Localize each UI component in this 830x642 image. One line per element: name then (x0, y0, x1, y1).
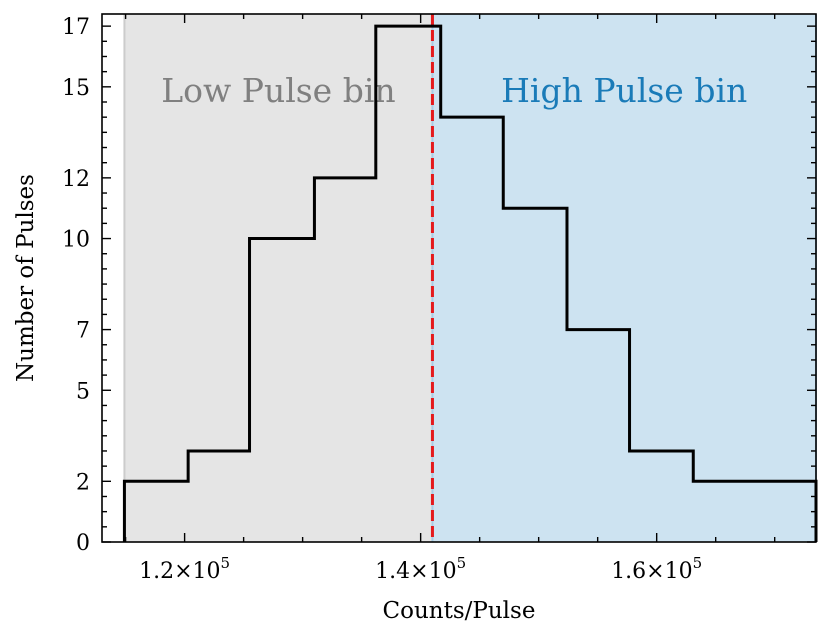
region-label-high: High Pulse bin (501, 71, 747, 110)
region-labels-layer: Low Pulse bin High Pulse bin (161, 71, 747, 110)
region-low-shade (124, 14, 433, 542)
y-tick-label: 17 (62, 15, 90, 40)
y-tick-label: 12 (62, 167, 90, 192)
x-tick-label: 1.2×105 (139, 554, 230, 584)
x-tick-label: 1.6×105 (611, 554, 702, 584)
ticks-layer (102, 14, 816, 543)
tick-labels-layer: 1.2×105 1.4×105 1.6×105 0 2 5 7 10 12 15 17 (62, 15, 702, 584)
region-label-low: Low Pulse bin (161, 71, 395, 110)
y-tick-label: 2 (76, 470, 90, 495)
y-tick-label: 15 (62, 76, 90, 101)
region-high-shade (432, 14, 816, 542)
y-tick-label: 7 (76, 319, 90, 344)
x-axis-label: Counts/Pulse (383, 598, 536, 624)
y-tick-label: 5 (76, 379, 90, 404)
y-tick-label: 0 (76, 531, 90, 556)
y-tick-label: 10 (62, 228, 90, 253)
histogram-step-outline (122, 24, 818, 542)
plot-frame (101, 13, 817, 543)
y-axis-label: Number of Pulses (13, 174, 39, 382)
histogram-steps-layer (122, 24, 818, 542)
region-shading-layer (123, 14, 817, 542)
x-tick-label: 1.4×105 (375, 554, 466, 584)
